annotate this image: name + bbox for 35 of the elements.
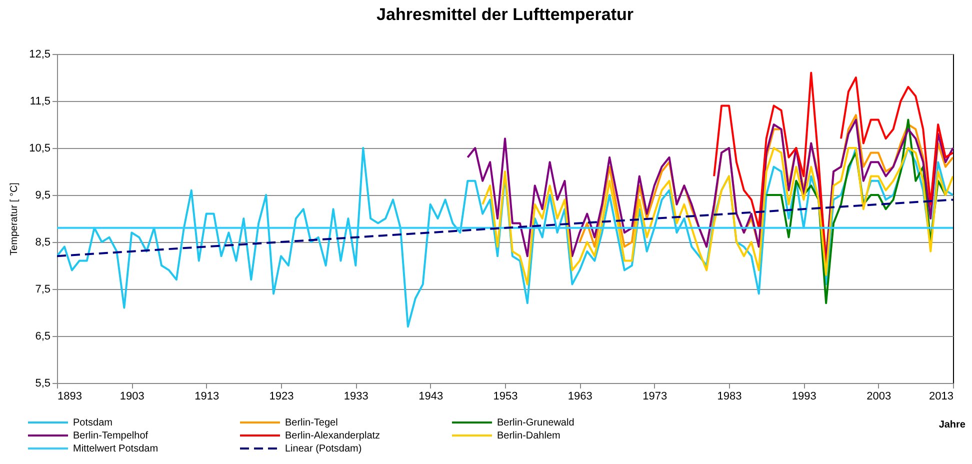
- legend-label: Berlin-Grunewald: [497, 418, 574, 428]
- x-axis-title: Jahre: [938, 420, 966, 430]
- x-tick-label: 2013: [929, 390, 954, 402]
- x-tick-label: 1953: [493, 390, 518, 402]
- line-series: [765, 118, 947, 304]
- x-tick-label: 1923: [269, 390, 294, 402]
- y-tick-label: 6,5: [35, 330, 50, 342]
- x-tick-label: 1973: [642, 390, 668, 402]
- line-series: [482, 147, 953, 286]
- x-tick-label: 1983: [717, 390, 742, 402]
- x-tick-label: 1913: [194, 390, 220, 402]
- y-tick-label: 10,5: [29, 142, 50, 154]
- y-tick-label: 8,5: [35, 236, 50, 248]
- legend-label: Mittelwert Potsdam: [73, 444, 158, 454]
- y-tick-label: 11,5: [30, 96, 50, 108]
- x-tick-label: 2003: [866, 390, 892, 402]
- chart-title: Jahresmittel der Lufttemperatur: [376, 5, 634, 24]
- legend-label: Berlin-Tegel: [285, 418, 338, 428]
- legend-label: Berlin-Dahlem: [497, 430, 560, 442]
- x-tick-label: 1933: [344, 390, 368, 402]
- legend-label: Berlin-Tempelhof: [73, 430, 148, 442]
- legend-label: Berlin-Alexanderplatz: [285, 430, 380, 442]
- legend-label: Linear (Potsdam): [285, 444, 362, 454]
- x-tick-label: 1943: [418, 390, 444, 402]
- line-series: [57, 147, 953, 328]
- x-tick-label: 1903: [120, 390, 144, 402]
- legend-label: Potsdam: [73, 418, 112, 428]
- y-tick-label: 9,5: [35, 190, 50, 202]
- y-tick-label: 5,5: [35, 378, 50, 390]
- x-tick-label: 1963: [568, 390, 592, 402]
- y-axis-title: Temperatur [ °C]: [9, 182, 20, 256]
- x-tick-label: 1893: [58, 390, 82, 402]
- y-tick-label: 7,5: [35, 284, 50, 296]
- y-tick-label: 12,5: [29, 48, 50, 60]
- x-tick-label: 1993: [792, 390, 816, 402]
